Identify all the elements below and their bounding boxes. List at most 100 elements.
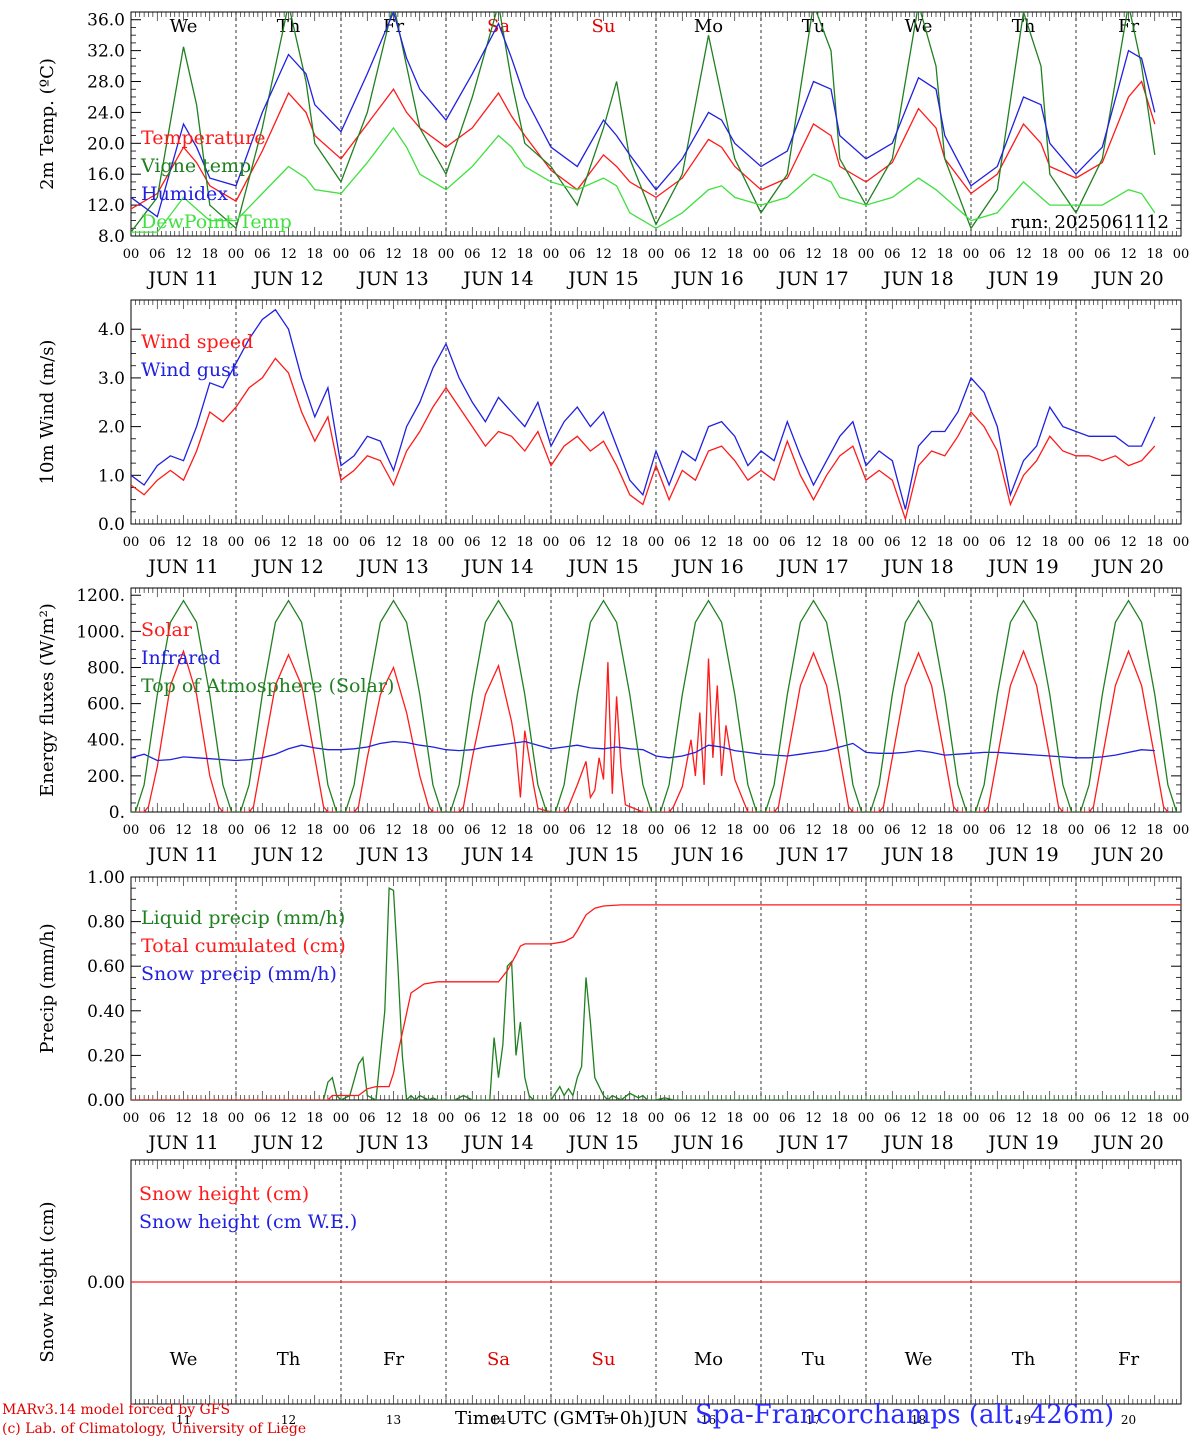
hour-tick-label: 18 — [1146, 823, 1163, 838]
weekday-label: Mo — [694, 1349, 723, 1370]
hour-tick-label: 12 — [805, 535, 822, 550]
hour-tick-label: 06 — [884, 247, 901, 262]
hour-tick-label: 00 — [858, 535, 875, 550]
hour-tick-label: 18 — [411, 1111, 428, 1126]
hour-tick-label: 12 — [1120, 535, 1137, 550]
hour-tick-label: 06 — [149, 247, 166, 262]
hour-tick-label: 18 — [831, 247, 848, 262]
hour-tick-label: 12 — [175, 535, 192, 550]
y-axis-title: 2m Temp. (ºC) — [37, 58, 58, 190]
hour-tick-label: 06 — [779, 247, 796, 262]
y-tick-label: 8.0 — [98, 227, 125, 247]
series-line — [131, 126, 1156, 233]
day-number-label: 12 — [281, 1413, 296, 1427]
y-tick-label: 1200. — [76, 586, 125, 606]
hour-tick-label: 06 — [989, 1111, 1006, 1126]
day-number-label: 11 — [176, 1413, 191, 1427]
y-tick-label: 1.0 — [98, 466, 125, 486]
y-tick-label: 0.00 — [87, 1273, 125, 1293]
hour-tick-label: 06 — [674, 1111, 691, 1126]
y-tick-label: 2.0 — [98, 418, 125, 438]
date-label: JUN 12 — [251, 268, 323, 290]
hour-tick-label: 00 — [648, 535, 665, 550]
hour-tick-label: 00 — [648, 1111, 665, 1126]
date-label: JUN 20 — [1091, 556, 1163, 578]
date-label: JUN 16 — [671, 1132, 743, 1154]
hour-tick-label: 12 — [700, 823, 717, 838]
weekday-label: Mo — [694, 16, 723, 37]
hour-tick-label: 18 — [1146, 247, 1163, 262]
date-label: JUN 17 — [776, 844, 848, 866]
hour-tick-label: 06 — [149, 1111, 166, 1126]
weekday-label: Sa — [487, 16, 510, 37]
hour-tick-label: 00 — [1068, 823, 1085, 838]
hour-tick-label: 06 — [674, 823, 691, 838]
hour-tick-label: 18 — [621, 1111, 638, 1126]
hour-tick-label: 12 — [595, 823, 612, 838]
hour-tick-label: 00 — [1068, 1111, 1085, 1126]
hour-tick-label: 00 — [648, 823, 665, 838]
hour-tick-label: 06 — [464, 1111, 481, 1126]
lab-credit-line: (c) Lab. of Climatology, University of L… — [2, 1421, 307, 1437]
hour-tick-label: 18 — [831, 823, 848, 838]
y-tick-label: 28.0 — [87, 73, 125, 93]
hour-tick-label: 06 — [569, 823, 586, 838]
date-label: JUN 14 — [461, 268, 533, 290]
day-number-label: 17 — [806, 1413, 821, 1427]
y-tick-label: 400. — [87, 731, 125, 751]
hour-tick-label: 00 — [438, 247, 455, 262]
y-tick-label: 1.00 — [87, 868, 125, 888]
legend-entry: Snow precip (mm/h) — [141, 963, 337, 985]
series-line — [131, 12, 1156, 233]
panel-frame — [130, 587, 1182, 813]
legend-entry: Snow height (cm) — [139, 1183, 309, 1205]
hour-tick-label: 12 — [1120, 1111, 1137, 1126]
date-label: JUN 12 — [251, 1132, 323, 1154]
hour-tick-label: 00 — [228, 823, 245, 838]
hour-tick-label: 06 — [359, 823, 376, 838]
hour-tick-label: 18 — [1041, 1111, 1058, 1126]
date-label: JUN 13 — [356, 268, 428, 290]
weekday-label: We — [905, 16, 933, 37]
hour-tick-label: 00 — [228, 535, 245, 550]
weekday-label: Fr — [1118, 16, 1139, 37]
hour-tick-label: 18 — [411, 247, 428, 262]
date-label: JUN 11 — [146, 268, 218, 290]
hour-tick-label: 06 — [359, 1111, 376, 1126]
hour-tick-label: 00 — [228, 247, 245, 262]
hour-tick-label: 18 — [726, 823, 743, 838]
hour-tick-label: 06 — [1094, 247, 1111, 262]
day-number-label: 16 — [701, 1413, 716, 1427]
hour-tick-label: 00 — [123, 1111, 140, 1126]
hour-tick-label: 00 — [1173, 823, 1190, 838]
weekday-label: We — [170, 16, 198, 37]
y-tick-label: 12.0 — [87, 196, 125, 216]
date-label: JUN 17 — [776, 556, 848, 578]
series-line — [131, 308, 1156, 510]
y-tick-label: 20.0 — [87, 134, 125, 154]
hour-tick-label: 18 — [201, 535, 218, 550]
y-tick-label: 200. — [87, 767, 125, 787]
hour-tick-label: 18 — [831, 535, 848, 550]
hour-tick-label: 00 — [123, 247, 140, 262]
weekday-label: Th — [277, 16, 301, 37]
hour-tick-label: 06 — [989, 247, 1006, 262]
hour-tick-label: 18 — [201, 1111, 218, 1126]
hour-tick-label: 00 — [963, 535, 980, 550]
hour-tick-label: 12 — [280, 247, 297, 262]
y-axis-title: Precip (mm/h) — [37, 923, 58, 1053]
hour-tick-label: 12 — [805, 247, 822, 262]
hour-tick-label: 18 — [831, 1111, 848, 1126]
date-label: JUN 19 — [986, 268, 1058, 290]
y-axis-title: Snow height (cm) — [37, 1201, 58, 1362]
date-label: JUN 14 — [461, 556, 533, 578]
hour-tick-label: 18 — [1041, 247, 1058, 262]
hour-tick-label: 18 — [1146, 535, 1163, 550]
hour-tick-label: 06 — [1094, 1111, 1111, 1126]
hour-tick-label: 12 — [280, 823, 297, 838]
legend-entry: Temperature — [141, 127, 265, 149]
hour-tick-label: 06 — [989, 823, 1006, 838]
weekday-label: Tu — [802, 1349, 826, 1370]
hour-tick-label: 12 — [1015, 823, 1032, 838]
legend-entry: Vigne temp — [140, 155, 251, 177]
